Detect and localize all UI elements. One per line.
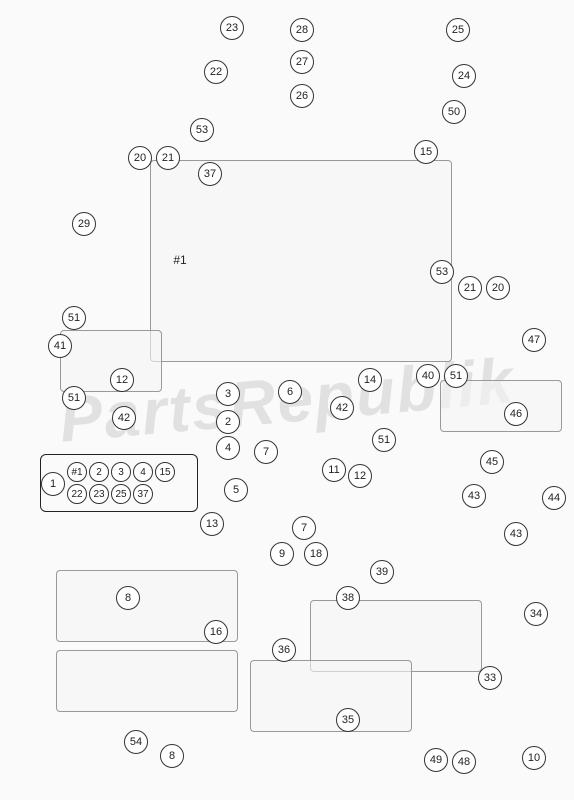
callout-22: 22 — [204, 60, 228, 84]
group-item-callout: 22 — [67, 484, 87, 504]
callout-44: 44 — [542, 486, 566, 510]
callout-37: 37 — [198, 162, 222, 186]
callout-14: 14 — [358, 368, 382, 392]
callout-10: 10 — [522, 746, 546, 770]
callout-23: 23 — [220, 16, 244, 40]
callout-20: 20 — [128, 146, 152, 170]
callout-43: 43 — [462, 484, 486, 508]
group-item-callout: 25 — [111, 484, 131, 504]
callout-46: 46 — [504, 402, 528, 426]
callout-40: 40 — [416, 364, 440, 388]
callout-20: 20 — [486, 276, 510, 300]
callout-18: 18 — [304, 542, 328, 566]
callout-11: 11 — [322, 458, 346, 482]
group-item-callout: 2 — [89, 462, 109, 482]
callout-9: 9 — [270, 542, 294, 566]
callout-24: 24 — [452, 64, 476, 88]
callout-8: 8 — [160, 744, 184, 768]
group-items: #12341522232537 — [67, 459, 193, 507]
callout-51: 51 — [372, 428, 396, 452]
callout-48: 48 — [452, 750, 476, 774]
callout-26: 26 — [290, 84, 314, 108]
callout-6: 6 — [278, 380, 302, 404]
group-item-callout: 15 — [155, 462, 175, 482]
callout-42: 42 — [330, 396, 354, 420]
callout-7: 7 — [292, 516, 316, 540]
callout-39: 39 — [370, 560, 394, 584]
callout-21: 21 — [156, 146, 180, 170]
callout-36: 36 — [272, 638, 296, 662]
callout-34: 34 — [524, 602, 548, 626]
callout-7: 7 — [254, 440, 278, 464]
callout-35: 35 — [336, 708, 360, 732]
callout-27: 27 — [290, 50, 314, 74]
callout-4: 4 — [216, 436, 240, 460]
group-item-callout: 3 — [111, 462, 131, 482]
part-fuel-tank — [150, 160, 452, 362]
callout-29: 29 — [72, 212, 96, 236]
callout-12: 12 — [348, 464, 372, 488]
callout-53: 53 — [190, 118, 214, 142]
kit-group-box: 1#12341522232537 — [40, 454, 198, 512]
callout-53: 53 — [430, 260, 454, 284]
callout-38: 38 — [336, 586, 360, 610]
group-item-callout: 4 — [133, 462, 153, 482]
callout-41: 41 — [48, 334, 72, 358]
callout-42: 42 — [112, 406, 136, 430]
callout-51: 51 — [62, 306, 86, 330]
callout-51: 51 — [62, 386, 86, 410]
group-item-callout: 37 — [133, 484, 153, 504]
callout-43: 43 — [504, 522, 528, 546]
group-label-callout: 1 — [41, 472, 65, 496]
callout-54: 54 — [124, 730, 148, 754]
callout-21: 21 — [458, 276, 482, 300]
main-part-hash-label: #1 — [173, 253, 186, 267]
callout-28: 28 — [290, 18, 314, 42]
callout-33: 33 — [478, 666, 502, 690]
callout-5: 5 — [224, 478, 248, 502]
callout-15: 15 — [414, 140, 438, 164]
callout-13: 13 — [200, 512, 224, 536]
callout-51: 51 — [444, 364, 468, 388]
callout-45: 45 — [480, 450, 504, 474]
part-bracket-plate — [440, 380, 562, 432]
part-seat-front — [250, 660, 412, 732]
callout-8: 8 — [116, 586, 140, 610]
callout-16: 16 — [204, 620, 228, 644]
group-item-callout: 23 — [89, 484, 109, 504]
callout-49: 49 — [424, 748, 448, 772]
callout-12: 12 — [110, 368, 134, 392]
callout-50: 50 — [442, 100, 466, 124]
part-side-panel-alt — [56, 650, 238, 712]
callout-3: 3 — [216, 382, 240, 406]
callout-25: 25 — [446, 18, 470, 42]
callout-47: 47 — [522, 328, 546, 352]
group-item-callout: #1 — [67, 462, 87, 482]
callout-2: 2 — [216, 410, 240, 434]
